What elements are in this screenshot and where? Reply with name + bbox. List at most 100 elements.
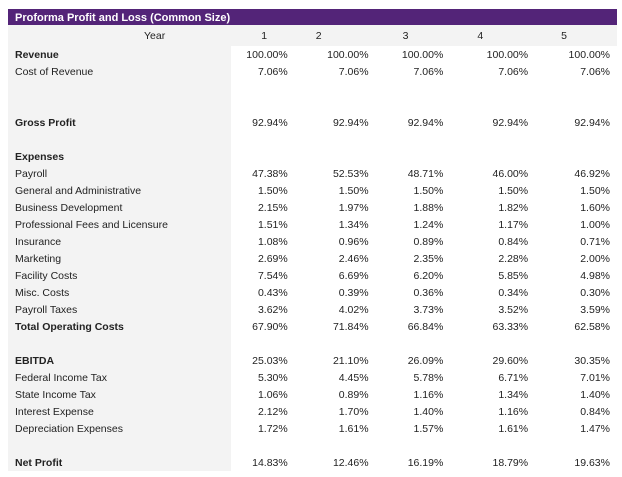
table-row: Net Profit 14.83% 12.46% 16.19% 18.79% 19.63% (8, 454, 617, 471)
value-year-4 (450, 97, 531, 114)
value-year-4: 1.61% (498, 422, 529, 435)
value-year-1: 1.51% (257, 218, 288, 231)
value-year-5 (531, 437, 617, 454)
table-row: Depreciation Expenses 1.72% 1.61% 1.57% 1.61… (8, 420, 617, 437)
value-year-1: 2.69% (257, 252, 288, 265)
table-row: Insurance 1.08% 0.96% 0.89% 0.84% 0.71% (8, 233, 617, 250)
value-year-5 (531, 97, 617, 114)
value-year-3 (373, 148, 451, 165)
pnl-table: Year 1 2 3 4 5 Revenue 100.00% 100.00% 100.… (8, 25, 617, 471)
table-row: Expenses (8, 148, 617, 165)
value-year-1 (231, 335, 288, 352)
value-year-1: 47.38% (252, 167, 288, 180)
table-row: Federal Income Tax 5.30% 4.45% 5.78% 6.71% 7.… (8, 369, 617, 386)
blank-row (8, 335, 617, 352)
table-row: Total Operating Costs 67.90% 71.84% 66.84% 6… (8, 318, 617, 335)
value-year-4: 0.84% (498, 235, 529, 248)
table-row: Misc. Costs 0.43% 0.39% 0.36% 0.34% 0.30% (8, 284, 617, 301)
value-year-2: 1.50% (338, 184, 369, 197)
value-year-2: 12.46% (332, 456, 369, 469)
value-year-1: 100.00% (246, 48, 288, 61)
value-year-1 (231, 80, 288, 97)
value-year-4: 92.94% (492, 116, 529, 129)
row-label: Total Operating Costs (8, 318, 232, 335)
year-1: 1 (231, 25, 288, 46)
value-year-1: 7.54% (257, 269, 288, 282)
value-year-1 (231, 148, 288, 165)
table-row: General and Administrative 1.50% 1.50% 1.50… (8, 182, 617, 199)
value-year-5: 3.59% (580, 303, 610, 316)
value-year-5: 0.84% (580, 405, 610, 418)
value-year-3 (373, 97, 451, 114)
value-year-4: 6.71% (498, 371, 529, 384)
year-2: 2 (287, 25, 373, 46)
year-label: Year (8, 25, 232, 46)
value-year-3: 16.19% (407, 456, 444, 469)
row-label: State Income Tax (8, 386, 232, 403)
value-year-5: 19.63% (574, 456, 610, 469)
value-year-4 (450, 80, 531, 97)
row-label: EBITDA (8, 352, 232, 369)
value-year-5 (531, 335, 617, 352)
value-year-2: 0.39% (338, 286, 369, 299)
value-year-3: 1.16% (413, 388, 444, 401)
value-year-5: 7.06% (580, 65, 610, 78)
value-year-4: 5.85% (498, 269, 529, 282)
row-label: Gross Profit (8, 114, 232, 131)
value-year-4: 7.06% (498, 65, 529, 78)
row-label: Insurance (8, 233, 232, 250)
value-year-2 (288, 97, 373, 114)
value-year-5: 1.60% (580, 201, 610, 214)
value-year-3: 2.35% (413, 252, 444, 265)
row-label (8, 335, 232, 352)
row-label: Interest Expense (8, 403, 232, 420)
value-year-5 (531, 131, 617, 148)
value-year-4 (450, 437, 531, 454)
value-year-5: 1.47% (580, 422, 610, 435)
year-5: 5 (531, 25, 617, 46)
row-label: Facility Costs (8, 267, 232, 284)
value-year-2: 1.70% (338, 405, 369, 418)
value-year-3: 92.94% (407, 116, 444, 129)
value-year-2: 4.45% (338, 371, 369, 384)
table-row: Payroll Taxes 3.62% 4.02% 3.73% 3.52% 3.59% (8, 301, 617, 318)
value-year-1: 0.43% (257, 286, 288, 299)
value-year-2: 100.00% (327, 48, 369, 61)
value-year-5: 1.40% (580, 388, 610, 401)
value-year-2: 7.06% (338, 65, 369, 78)
value-year-4: 1.17% (498, 218, 529, 231)
value-year-2: 52.53% (332, 167, 369, 180)
value-year-2: 1.97% (338, 201, 369, 214)
value-year-5: 46.92% (574, 167, 610, 180)
value-year-1: 1.06% (257, 388, 288, 401)
value-year-3: 6.20% (413, 269, 444, 282)
row-label: Payroll Taxes (8, 301, 232, 318)
value-year-4: 3.52% (498, 303, 529, 316)
value-year-2 (288, 148, 373, 165)
value-year-4: 100.00% (486, 48, 529, 61)
value-year-1: 1.50% (257, 184, 288, 197)
value-year-1: 67.90% (252, 320, 288, 333)
value-year-3: 1.50% (413, 184, 444, 197)
value-year-5: 92.94% (574, 116, 610, 129)
value-year-5: 0.30% (580, 286, 610, 299)
table-row: Payroll 47.38% 52.53% 48.71% 46.00% 46.92% (8, 165, 617, 182)
table-row: Business Development 2.15% 1.97% 1.88% 1.82%… (8, 199, 617, 216)
value-year-5: 2.00% (580, 252, 610, 265)
value-year-5: 62.58% (574, 320, 610, 333)
table-row: Interest Expense 2.12% 1.70% 1.40% 1.16% 0.84… (8, 403, 617, 420)
value-year-5: 1.00% (580, 218, 610, 231)
value-year-2: 6.69% (338, 269, 369, 282)
value-year-2 (288, 437, 373, 454)
value-year-5: 0.71% (580, 235, 610, 248)
blank-row (8, 437, 617, 454)
row-label: Expenses (8, 148, 232, 165)
value-year-5 (531, 80, 617, 97)
value-year-5: 7.01% (580, 371, 610, 384)
value-year-1 (231, 437, 288, 454)
value-year-4: 63.33% (492, 320, 529, 333)
value-year-1 (231, 97, 288, 114)
value-year-1: 92.94% (252, 116, 288, 129)
value-year-4 (450, 148, 531, 165)
value-year-1: 2.12% (257, 405, 288, 418)
